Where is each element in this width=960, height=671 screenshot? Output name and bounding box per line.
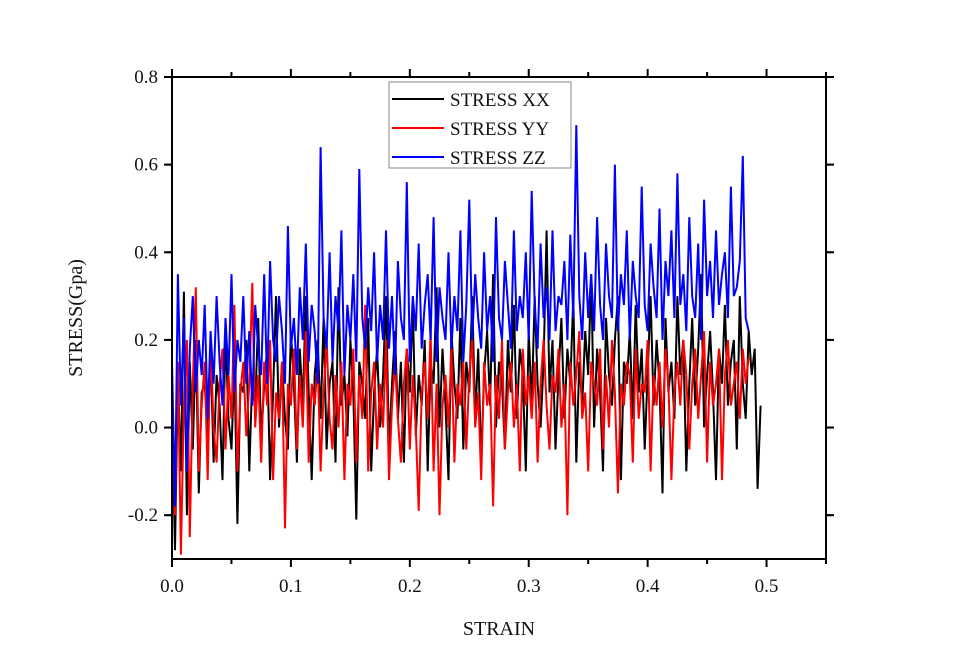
x-tick-label: 0.5: [755, 576, 779, 597]
plot-frame: [171, 76, 827, 560]
y-tick-label: 0.4: [134, 242, 158, 263]
y-axis-title: STRESS(Gpa): [65, 259, 87, 377]
series-layer: [172, 125, 762, 555]
x-axis-title: STRAIN: [463, 618, 535, 640]
x-tick-label: 0.2: [398, 576, 422, 597]
y-tick-label: -0.2: [128, 505, 158, 526]
x-tick-label: 0.1: [279, 576, 303, 597]
x-tick-label: 0.4: [636, 576, 660, 597]
legend-box: [388, 81, 572, 169]
y-tick-label: 0.6: [134, 155, 158, 176]
legend: STRESS XX STRESS YY STRESS ZZ: [388, 81, 572, 169]
y-tick-label: 0.8: [134, 67, 158, 88]
y-tick-label: 0.2: [134, 330, 158, 351]
legend-label: STRESS XX: [450, 90, 550, 111]
legend-label: STRESS ZZ: [450, 148, 546, 169]
legend-label: STRESS YY: [450, 119, 549, 140]
series-line-stress-xx: [172, 230, 762, 551]
x-tick-label: 0.0: [160, 576, 184, 597]
axes-layer: -0.2 0.0 0.2 0.4 0.6 0.8 0.0 0.1 0.2 0.3 0.4 0.5: [128, 67, 834, 597]
series-line-stress-zz: [172, 125, 750, 507]
y-tick-label: 0.0: [134, 418, 158, 439]
x-tick-label: 0.3: [517, 576, 541, 597]
